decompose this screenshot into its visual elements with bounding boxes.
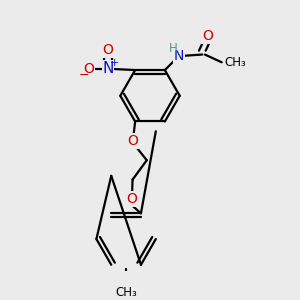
Text: O: O [127,134,138,148]
Text: +: + [110,58,119,68]
Text: H: H [169,42,178,55]
Text: O: O [83,62,94,76]
Text: O: O [103,43,113,57]
Text: CH₃: CH₃ [115,286,137,299]
Text: O: O [202,29,213,44]
Text: −: − [79,69,89,82]
Text: N: N [174,49,184,63]
Text: O: O [126,192,137,206]
Text: CH₃: CH₃ [224,56,246,69]
Text: N: N [102,61,114,76]
